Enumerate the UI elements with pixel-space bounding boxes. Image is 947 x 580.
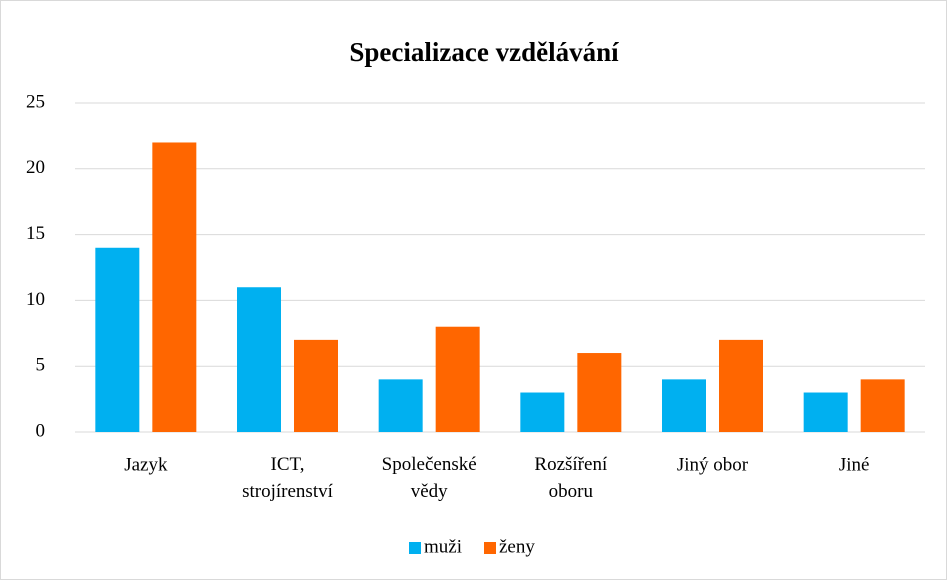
bar bbox=[860, 379, 905, 432]
y-tick-label: 10 bbox=[26, 289, 45, 310]
y-tick-label: 25 bbox=[26, 91, 45, 112]
bar bbox=[237, 287, 281, 432]
y-tick-label: 15 bbox=[26, 223, 45, 244]
y-tick-label: 0 bbox=[36, 420, 46, 441]
x-tick-label: Jiný obor bbox=[677, 454, 749, 475]
x-tick-label-line: strojírenství bbox=[242, 481, 333, 502]
x-tick-label: Jiné bbox=[839, 454, 870, 475]
x-tick-label-line: vědy bbox=[411, 481, 448, 502]
bar bbox=[577, 353, 622, 432]
x-tick-label: ICT, strojírenství bbox=[242, 454, 333, 502]
bar bbox=[520, 392, 565, 432]
x-tick-label-line: Rozšíření bbox=[534, 454, 608, 475]
x-tick-label: Jazyk bbox=[124, 454, 168, 475]
legend-label: ženy bbox=[499, 536, 535, 557]
bar bbox=[662, 379, 706, 432]
y-tick-label: 5 bbox=[36, 355, 46, 376]
bar bbox=[719, 339, 763, 432]
bar bbox=[152, 142, 197, 433]
legend-swatch bbox=[484, 542, 496, 554]
legend-label: muži bbox=[424, 536, 462, 557]
x-tick-label: Společenské vědy bbox=[382, 454, 477, 502]
bar bbox=[378, 379, 423, 432]
bar bbox=[803, 392, 848, 432]
y-tick-label: 20 bbox=[26, 157, 45, 178]
x-tick-label: Rozšíření oboru bbox=[534, 454, 608, 502]
bar bbox=[435, 326, 480, 432]
bar bbox=[95, 247, 140, 432]
bar bbox=[294, 339, 338, 432]
x-tick-label-line: Společenské bbox=[382, 454, 477, 475]
x-tick-label-line: ICT, bbox=[271, 454, 305, 475]
x-tick-label-line: oboru bbox=[549, 481, 594, 502]
chart-title: Specializace vzdělávání bbox=[349, 37, 619, 67]
legend-swatch bbox=[409, 542, 421, 554]
